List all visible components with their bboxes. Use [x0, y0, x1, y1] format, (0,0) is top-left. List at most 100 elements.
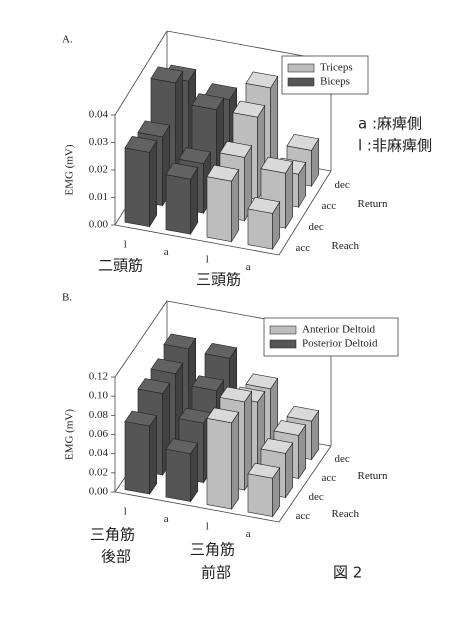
- bar: [165, 438, 199, 503]
- x-tick-label: a: [164, 513, 169, 525]
- legend-label: Triceps: [320, 62, 353, 74]
- axis-line: [278, 445, 332, 523]
- bar-front: [165, 174, 191, 235]
- bar-front: [165, 448, 191, 502]
- bar-side: [231, 168, 240, 243]
- depth-label: acc: [322, 472, 337, 484]
- legend-swatch: [269, 325, 297, 335]
- annotation: 三角筋: [90, 526, 135, 544]
- depth-label: acc: [296, 242, 311, 254]
- legend-swatch: [287, 77, 315, 87]
- panel-title: A.: [62, 34, 73, 46]
- group-label: Reach: [332, 508, 360, 520]
- axis-line: [114, 300, 168, 378]
- bar-top: [247, 197, 281, 214]
- legend-label: Posterior Deltoid: [302, 338, 378, 350]
- x-tick-label: a: [246, 528, 251, 540]
- axis-line: [114, 224, 280, 256]
- bar-top: [219, 386, 253, 403]
- bar-top: [137, 378, 171, 394]
- y-tick-label: 0.04: [89, 109, 109, 121]
- x-tick-label: a: [246, 261, 251, 273]
- bar-top: [232, 100, 266, 118]
- legend-label: Anterior Deltoid: [302, 324, 376, 336]
- y-tick-label: 0.02: [89, 164, 108, 176]
- bar-top: [245, 373, 279, 390]
- x-tick-label: l: [206, 520, 209, 532]
- legend-label: Biceps: [320, 76, 350, 88]
- y-tick-label: 0.04: [89, 447, 109, 459]
- annotation: l :非麻痺側: [358, 137, 432, 155]
- y-axis-label: EMG (mV): [64, 144, 76, 195]
- x-tick-label: a: [164, 246, 169, 258]
- y-tick-label: 0.12: [89, 371, 108, 383]
- depth-label: dec: [335, 453, 350, 465]
- bar-top: [163, 333, 197, 350]
- annotation: 前部: [201, 564, 231, 582]
- group-label: Return: [358, 198, 388, 210]
- x-tick-label: l: [124, 505, 127, 517]
- x-tick-label: l: [206, 253, 209, 265]
- depth-label: acc: [296, 510, 311, 522]
- bar-top: [165, 438, 199, 454]
- bar-front: [247, 473, 273, 517]
- y-tick-label: 0.00: [89, 486, 109, 498]
- bar-top: [150, 358, 184, 374]
- bar-front: [206, 176, 232, 243]
- group-label: Return: [358, 470, 388, 482]
- bar-top: [206, 164, 240, 182]
- bar-side: [149, 139, 158, 228]
- bar: [206, 164, 240, 243]
- bar-front: [206, 417, 232, 510]
- y-tick-label: 0.08: [89, 409, 109, 421]
- bar-top: [204, 343, 238, 359]
- y-tick-label: 0.06: [89, 428, 109, 440]
- annotation: 三頭筋: [196, 271, 241, 289]
- bar-front: [124, 147, 150, 228]
- depth-label: dec: [309, 491, 324, 503]
- axis-line: [114, 30, 168, 116]
- bar-top: [219, 141, 253, 158]
- annotation: a :麻痺側: [358, 115, 422, 133]
- bar: [206, 407, 240, 511]
- legend-box: [281, 55, 369, 95]
- bar-top: [191, 375, 225, 392]
- y-tick-label: 0.02: [89, 466, 108, 478]
- legend-box: [263, 317, 399, 357]
- bar-top: [247, 462, 281, 479]
- bar-top: [260, 438, 294, 454]
- legend-swatch: [269, 339, 297, 349]
- axis-line: [114, 491, 280, 523]
- annotation: 図 2: [333, 564, 362, 582]
- bar: [247, 197, 281, 251]
- legend-swatch: [287, 63, 315, 73]
- y-tick-label: 0.01: [89, 191, 108, 203]
- bar-top: [286, 134, 320, 151]
- bar-side: [149, 414, 158, 496]
- bar-top: [178, 147, 212, 164]
- annotation: 後部: [101, 548, 131, 566]
- bar-top: [165, 162, 199, 180]
- bar-top: [245, 71, 279, 89]
- bar: [124, 136, 158, 228]
- axis-line: [278, 170, 332, 256]
- depth-label: acc: [322, 200, 337, 212]
- x-tick-label: l: [124, 238, 127, 250]
- y-tick-label: 0.00: [89, 219, 109, 231]
- bar-top: [260, 156, 294, 174]
- panel-title: B.: [62, 292, 72, 304]
- bar-top: [124, 136, 158, 153]
- bar-front: [124, 421, 150, 495]
- bar: [247, 462, 281, 518]
- bar: [165, 162, 199, 236]
- depth-label: dec: [309, 221, 324, 233]
- group-label: Reach: [332, 240, 360, 252]
- bar-top: [273, 420, 307, 436]
- bar-top: [206, 407, 240, 424]
- annotation: 二頭筋: [98, 257, 143, 275]
- bar-top: [150, 66, 184, 84]
- bar-top: [191, 93, 225, 110]
- depth-label: dec: [335, 179, 350, 191]
- y-tick-label: 0.10: [89, 390, 109, 402]
